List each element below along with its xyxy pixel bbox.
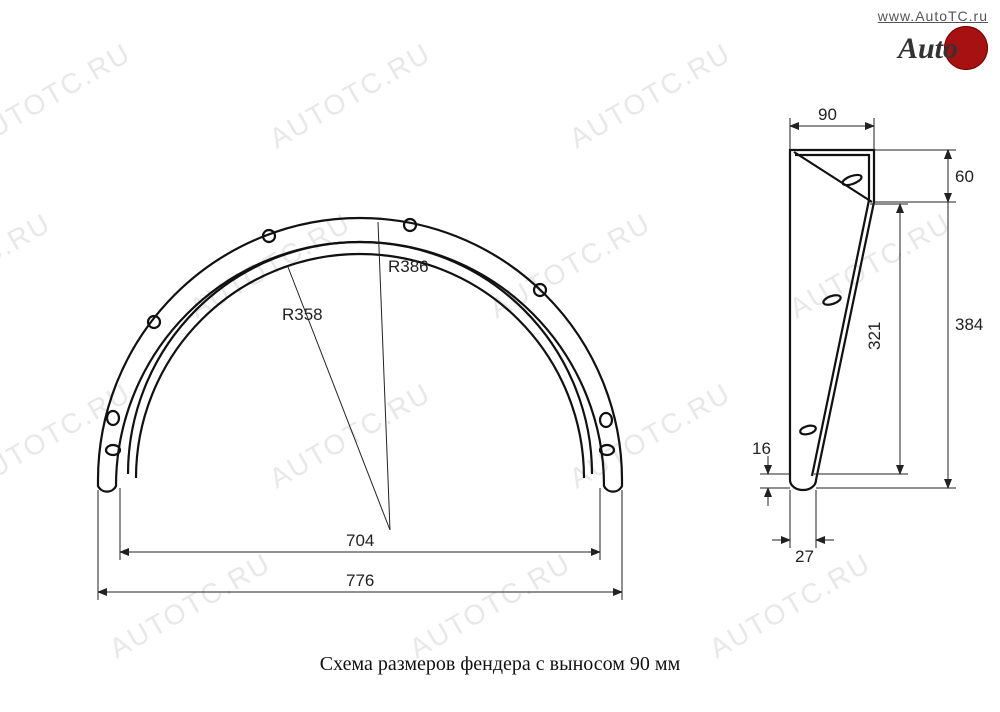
dim-inner-height: 321 — [865, 322, 884, 350]
dim-top-inset: 60 — [955, 167, 974, 186]
dim-lip: 16 — [752, 439, 771, 458]
dim-inner-width: 704 — [346, 531, 374, 550]
dim-bottom-width: 27 — [795, 547, 814, 566]
figure-caption: Схема размеров фендера с выносом 90 мм — [0, 653, 1000, 676]
dim-top-width: 90 — [818, 105, 837, 124]
side-view: 90 60 384 321 16 27 — [752, 105, 983, 566]
dim-outer-radius: R386 — [388, 257, 429, 276]
dim-outer-width: 776 — [346, 571, 374, 590]
dim-outer-height: 384 — [955, 315, 983, 334]
technical-drawing: R386 R358 704 776 90 60 — [0, 0, 1000, 712]
dim-inner-radius: R358 — [282, 305, 323, 324]
front-view: R386 R358 704 776 — [98, 218, 622, 600]
